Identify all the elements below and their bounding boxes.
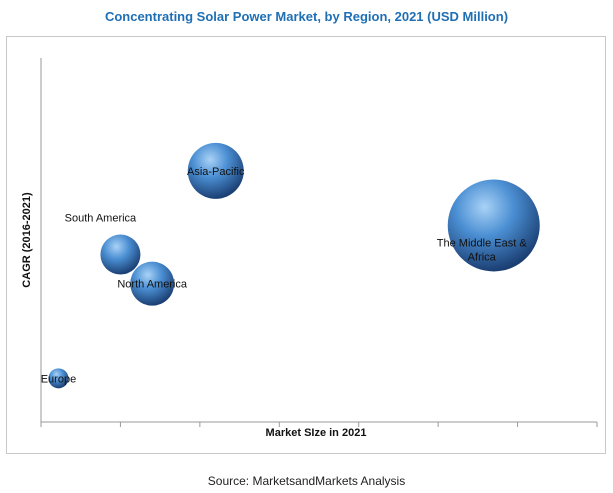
bubble-label: Asia-Pacific — [187, 166, 245, 178]
bubbles — [48, 142, 540, 389]
chart-title: Concentrating Solar Power Market, by Reg… — [104, 9, 509, 24]
bubble-label: Europe — [41, 373, 76, 385]
bubble-label: North America — [117, 279, 188, 291]
bubble-labels: Asia-Pacific South America North America Th… — [41, 166, 528, 385]
bubble-label: The Middle East & Africa — [437, 237, 528, 263]
x-axis-label: Market SIze in 2021 — [266, 427, 367, 439]
bubble-the-middle-east-africa — [447, 179, 540, 272]
source-note: Source: MarketsandMarkets Analysis — [207, 474, 406, 488]
bubble-south-america — [100, 234, 141, 275]
plot-frame — [6, 36, 606, 454]
bubble-europe — [48, 368, 69, 389]
axes — [40, 58, 598, 427]
y-axis-label: CAGR (2016-2021) — [21, 192, 33, 288]
bubble-north-america — [130, 261, 175, 306]
bubble-asia-pacific — [187, 142, 244, 199]
bubble-label: South America — [65, 213, 137, 225]
